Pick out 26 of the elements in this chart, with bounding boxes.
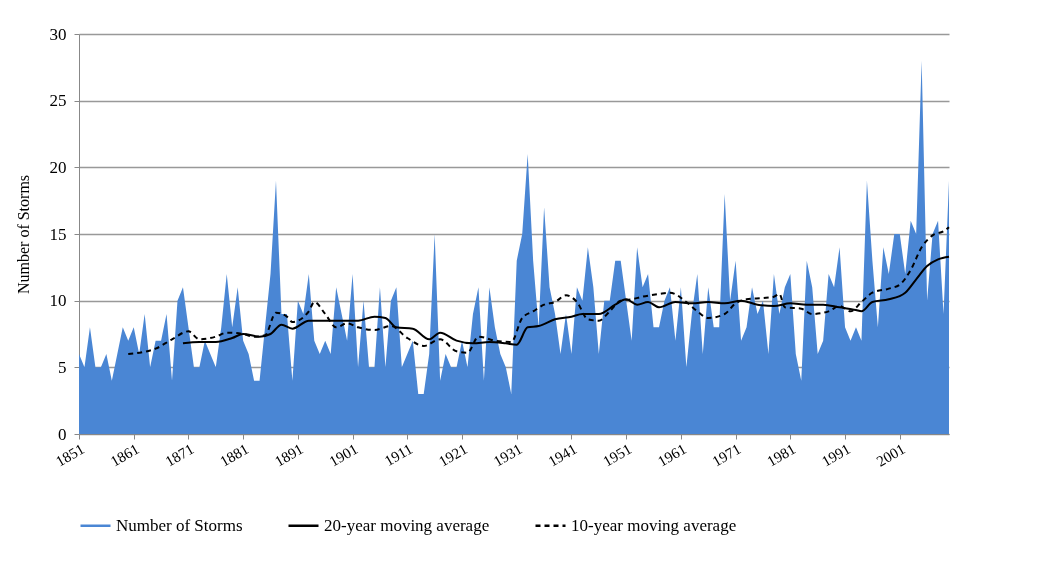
y-tick-label: 10 [49, 291, 67, 311]
x-tick-label: 1931 [490, 440, 525, 470]
y-tick-label: 25 [49, 91, 67, 111]
x-tick-label: 1881 [217, 440, 252, 470]
x-tick-label: 1941 [545, 440, 580, 470]
x-tick-label: 1911 [381, 440, 416, 470]
x-tick-label: 1861 [107, 440, 142, 470]
y-tick-label: 5 [58, 357, 67, 377]
x-tick-label: 2001 [873, 440, 908, 470]
x-tick-label: 1981 [764, 440, 799, 470]
x-tick-label: 1871 [162, 440, 197, 470]
legend-label: Number of Storms [116, 515, 243, 535]
x-tick-label: 1971 [709, 440, 744, 470]
y-axis-title: Number of Storms [14, 174, 32, 295]
x-tick-label: 1891 [271, 440, 306, 470]
x-tick-label: 1901 [326, 440, 361, 470]
legend-label: 10-year moving average [571, 515, 737, 535]
x-tick-label: 1951 [600, 440, 635, 470]
x-tick-label: 1961 [654, 440, 689, 470]
y-tick-label: 30 [49, 24, 67, 44]
line-series [127, 226, 950, 355]
y-tick-label: 20 [49, 157, 67, 177]
x-tick-label: 1991 [819, 440, 854, 470]
legend-label: 20-year moving average [324, 515, 490, 535]
y-tick-label: 15 [49, 224, 67, 244]
x-tick-label: 1921 [436, 440, 471, 470]
